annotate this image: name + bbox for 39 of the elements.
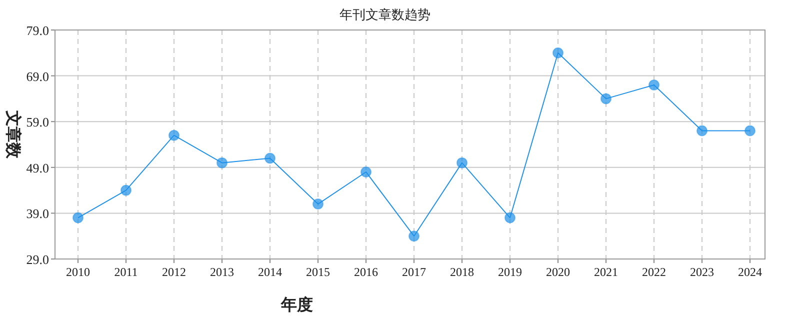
x-tick-label: 2013: [210, 265, 234, 279]
point: [504, 212, 516, 224]
point: [648, 79, 660, 90]
x-tick-label: 2011: [114, 265, 138, 279]
x-tick-label: 2010: [66, 265, 90, 279]
y-tick-label: 69.0: [26, 68, 49, 84]
x-tick-label: 2024: [738, 265, 762, 279]
point: [744, 125, 756, 136]
x-axis-title: 年度: [280, 295, 313, 314]
point: [312, 198, 324, 210]
point: [72, 212, 84, 224]
point: [360, 166, 372, 178]
point: [168, 130, 180, 141]
x-tick-label: 2020: [546, 265, 570, 279]
point: [552, 47, 564, 58]
y-tick-label: 29.0: [26, 252, 49, 267]
x-tick-label: 2016: [354, 265, 378, 279]
point: [456, 157, 468, 168]
y-tick-label: 59.0: [26, 114, 49, 130]
x-tick-label: 2023: [690, 265, 714, 279]
point: [120, 184, 132, 196]
y-tick-label: 49.0: [26, 160, 49, 176]
x-tick-label: 2012: [162, 265, 186, 279]
x-tick-label: 2019: [498, 265, 522, 279]
y-tick-label: 79.0: [26, 23, 49, 38]
point: [216, 157, 228, 168]
x-tick-label: 2018: [450, 265, 474, 279]
point: [408, 230, 420, 242]
point: [264, 152, 276, 164]
x-tick-label: 2021: [594, 265, 618, 279]
x-tick-label: 2014: [258, 265, 282, 279]
y-tick-label: 39.0: [26, 206, 49, 222]
y-axis-title: 文章数: [4, 110, 23, 160]
x-tick-label: 2017: [402, 265, 426, 279]
chart-title: 年刊文章数趋势: [340, 8, 430, 23]
x-tick-label: 2022: [642, 265, 666, 279]
point: [600, 93, 612, 104]
x-tick-label: 2015: [306, 265, 330, 279]
point: [696, 125, 708, 136]
